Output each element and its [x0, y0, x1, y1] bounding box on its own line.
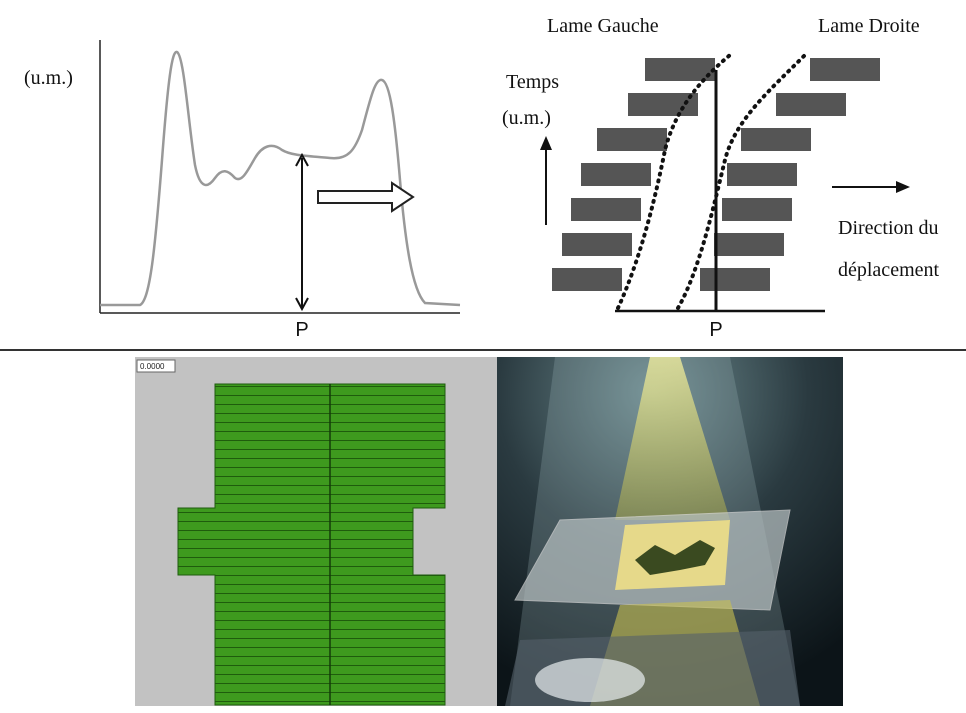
direction-line1: Direction du — [838, 217, 939, 239]
counter: 0.0000 — [140, 362, 165, 371]
time-label: Temps — [506, 71, 559, 93]
dose-profile — [100, 52, 460, 305]
dose-image — [535, 658, 645, 702]
field-shape — [178, 384, 445, 705]
right-title: Lame Droite — [818, 15, 920, 37]
figure: (u.m.) P Lame Gauche Lame Droite Temps (… — [0, 0, 966, 713]
position-label: P — [295, 319, 308, 341]
position-label: P — [709, 319, 722, 341]
leaves-panel: Lame Gauche Lame Droite Temps (u.m.) Dir… — [502, 15, 939, 341]
time-unit: (u.m.) — [502, 107, 551, 129]
left-title: Lame Gauche — [547, 15, 659, 37]
arrow-head — [896, 181, 910, 193]
arrow-head — [540, 136, 552, 150]
direction-arrow — [318, 183, 413, 211]
profile-panel: (u.m.) P — [24, 40, 460, 341]
render-panel — [497, 357, 843, 706]
direction-line2: déplacement — [838, 259, 939, 281]
y-label: (u.m.) — [24, 67, 73, 89]
simulation-panel: 0.0000 — [135, 357, 497, 706]
